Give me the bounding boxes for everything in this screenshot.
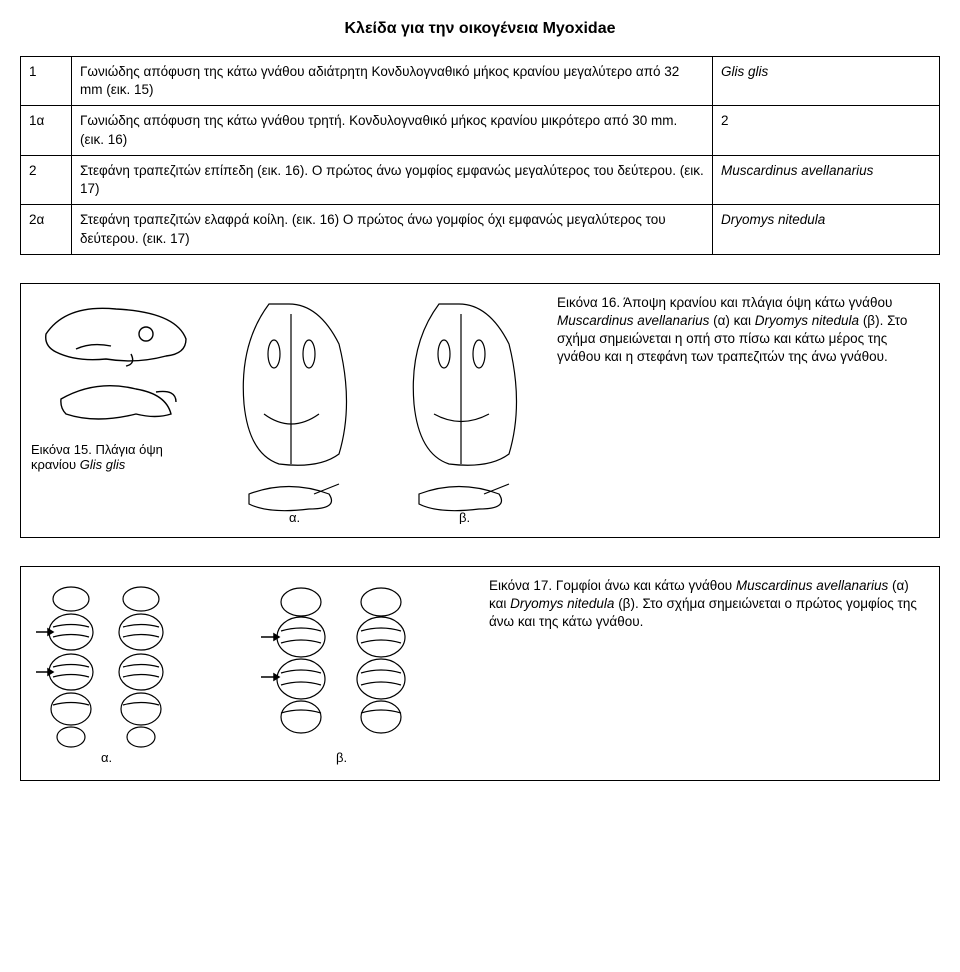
fig17-text1: Εικόνα 17. Γομφίοι άνω και κάτω γνάθου — [489, 578, 736, 593]
figure-15-caption: Εικόνα 15. Πλάγια όψη κρανίου Glis glis — [31, 442, 201, 472]
figure-17-caption: Εικόνα 17. Γομφίοι άνω και κάτω γνάθου M… — [489, 577, 929, 632]
fig16-mid1: (α) και — [709, 313, 754, 328]
key-num: 2 — [21, 155, 72, 204]
page-title: Κλείδα για την οικογένεια Myoxidae — [20, 20, 940, 38]
table-row: 1α Γωνιώδης απόφυση της κάτω γνάθου τρητ… — [21, 106, 940, 155]
figure-15: Εικόνα 15. Πλάγια όψη κρανίου Glis glis — [31, 294, 201, 472]
skull-lateral-icon — [36, 294, 196, 434]
key-desc: Γωνιώδης απόφυση της κάτω γνάθου αδιάτρη… — [72, 57, 713, 106]
key-num: 1α — [21, 106, 72, 155]
table-row: 2α Στεφάνη τραπεζιτών ελαφρά κοίλη. (εικ… — [21, 205, 940, 254]
key-desc: Στεφάνη τραπεζιτών ελαφρά κοίλη. (εικ. 1… — [72, 205, 713, 254]
label-alpha: α. — [289, 510, 300, 524]
key-desc: Στεφάνη τραπεζιτών επίπεδη (εικ. 16). Ο … — [72, 155, 713, 204]
fig16-species1: Muscardinus avellanarius — [557, 313, 709, 328]
table-row: 1 Γωνιώδης απόφυση της κάτω γνάθου αδιάτ… — [21, 57, 940, 106]
fig16-text1: Εικόνα 16. Άποψη κρανίου και πλάγια όψη … — [557, 295, 892, 310]
figure-block-17: α. β. Εικόνα 17. Γομφίοι άνω και κάτω γν… — [20, 566, 940, 781]
label-beta: β. — [459, 510, 470, 524]
fig17-species1: Muscardinus avellanarius — [736, 578, 888, 593]
figure-16-caption: Εικόνα 16. Άποψη κρανίου και πλάγια όψη … — [557, 294, 929, 367]
caption-species: Glis glis — [80, 457, 126, 472]
fig17-species2: Dryomys nitedula — [510, 596, 614, 611]
key-result: Dryomys nitedula — [721, 212, 825, 227]
fig16-species2: Dryomys nitedula — [755, 313, 859, 328]
key-table: 1 Γωνιώδης απόφυση της κάτω γνάθου αδιάτ… — [20, 56, 940, 255]
key-num: 1 — [21, 57, 72, 106]
label-beta: β. — [336, 750, 347, 765]
key-result: Muscardinus avellanarius — [721, 163, 873, 178]
key-num: 2α — [21, 205, 72, 254]
figure-16-drawing: α. β. — [219, 294, 539, 527]
label-alpha: α. — [101, 750, 112, 765]
figure-17-drawing: α. β. — [31, 577, 471, 770]
key-result: 2 — [721, 113, 729, 128]
table-row: 2 Στεφάνη τραπεζιτών επίπεδη (εικ. 16). … — [21, 155, 940, 204]
key-result: Glis glis — [721, 64, 768, 79]
key-desc: Γωνιώδης απόφυση της κάτω γνάθου τρητή. … — [72, 106, 713, 155]
figure-block-15-16: Εικόνα 15. Πλάγια όψη κρανίου Glis glis — [20, 283, 940, 538]
